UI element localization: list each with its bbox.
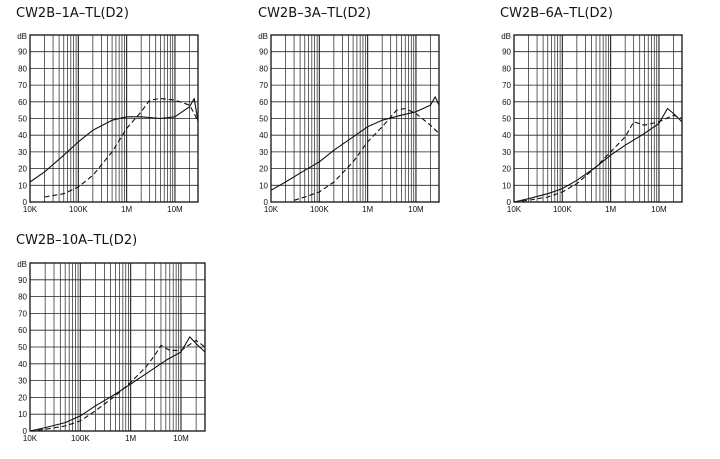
y-tick-label: 80 <box>259 64 268 73</box>
x-tick-label: 10M <box>173 434 189 443</box>
y-tick-label: 80 <box>18 64 27 73</box>
x-tick-label: 100K <box>71 434 90 443</box>
series-line-dashed <box>44 97 199 198</box>
y-tick-label: 30 <box>259 148 268 157</box>
y-tick-label: 50 <box>259 115 268 124</box>
x-tick-label: 1M <box>362 205 373 214</box>
y-tick-label: 60 <box>502 98 511 107</box>
chart-svg: 0 10 20 30 40 50 60 70 80 90 dB 10K 100K 1M 10M <box>501 32 683 214</box>
y-tick-label: 0 <box>264 198 269 207</box>
y-tick-label: 10 <box>18 410 27 419</box>
y-axis-label: dB <box>501 32 511 41</box>
plot-area: 0 10 20 30 40 50 60 70 80 90 dB 10K 100K 1M 10M <box>17 260 206 443</box>
chart-title: CW2B–6A–TL(D2) <box>500 6 613 21</box>
y-tick-label: 30 <box>502 148 511 157</box>
y-tick-label: 80 <box>502 64 511 73</box>
x-tick-label: 10K <box>23 434 38 443</box>
y-tick-label: 40 <box>18 131 27 140</box>
plot-area: 0 10 20 30 40 50 60 70 80 90 dB 10K 100K 1M 10M <box>501 32 683 214</box>
y-tick-label: 70 <box>18 81 27 90</box>
x-tick-label: 100K <box>310 205 329 214</box>
x-tick-label: 10M <box>167 205 183 214</box>
y-tick-label: 0 <box>23 427 28 436</box>
y-tick-label: 80 <box>18 293 27 302</box>
x-tick-label: 1M <box>121 205 132 214</box>
chart-svg: 0 10 20 30 40 50 60 70 80 90 dB 10K 100K 1M 10M <box>258 32 440 214</box>
plot-area: 0 10 20 30 40 50 60 70 80 90 dB 10K 100K 1M 10M <box>17 32 199 214</box>
chart-title: CW2B–3A–TL(D2) <box>258 6 371 21</box>
chart-svg: 0 10 20 30 40 50 60 70 80 90 dB 10K 100K 1M 10M <box>17 260 206 443</box>
y-tick-label: 20 <box>18 393 27 402</box>
y-tick-label: 30 <box>18 377 27 386</box>
y-tick-label: 40 <box>18 360 27 369</box>
plot-frame <box>29 262 206 432</box>
x-tick-label: 10K <box>23 205 38 214</box>
chart-svg: 0 10 20 30 40 50 60 70 80 90 dB 10K 100K 1M 10M <box>17 32 199 214</box>
x-tick-label: 1M <box>125 434 136 443</box>
y-axis-label: dB <box>17 260 27 269</box>
plot-area: 0 10 20 30 40 50 60 70 80 90 dB 10K 100K 1M 10M <box>258 32 440 214</box>
y-tick-label: 50 <box>502 115 511 124</box>
y-tick-label: 70 <box>259 81 268 90</box>
chart-title: CW2B–10A–TL(D2) <box>16 233 138 248</box>
y-tick-label: 70 <box>18 309 27 318</box>
y-tick-label: 0 <box>23 198 28 207</box>
x-tick-label: 10K <box>264 205 279 214</box>
y-tick-label: 10 <box>502 181 511 190</box>
y-axis-label: dB <box>17 32 27 41</box>
x-tick-label: 100K <box>553 205 572 214</box>
y-tick-label: 10 <box>18 181 27 190</box>
series-line-dashed <box>513 114 683 203</box>
x-tick-label: 10M <box>651 205 667 214</box>
series-line-solid <box>29 97 199 183</box>
y-tick-label: 20 <box>18 165 27 174</box>
y-axis-label: dB <box>258 32 268 41</box>
y-tick-label: 60 <box>259 98 268 107</box>
series-line-dashed <box>293 107 440 201</box>
y-tick-label: 70 <box>502 81 511 90</box>
x-tick-label: 100K <box>69 205 88 214</box>
series-line-solid <box>29 336 206 432</box>
y-tick-label: 50 <box>18 115 27 124</box>
y-tick-label: 60 <box>18 326 27 335</box>
series-line-solid <box>270 96 440 191</box>
y-tick-label: 0 <box>507 198 512 207</box>
y-tick-label: 60 <box>18 98 27 107</box>
chart-title: CW2B–1A–TL(D2) <box>16 6 129 21</box>
y-tick-label: 90 <box>502 48 511 57</box>
x-tick-label: 10M <box>408 205 424 214</box>
y-tick-label: 30 <box>18 148 27 157</box>
y-tick-label: 40 <box>502 131 511 140</box>
series-line-solid <box>513 107 683 203</box>
y-tick-label: 50 <box>18 343 27 352</box>
y-tick-label: 90 <box>18 48 27 57</box>
y-tick-label: 90 <box>259 48 268 57</box>
x-tick-label: 10K <box>507 205 522 214</box>
y-tick-label: 20 <box>259 165 268 174</box>
x-tick-label: 1M <box>605 205 616 214</box>
y-tick-label: 20 <box>502 165 511 174</box>
y-tick-label: 40 <box>259 131 268 140</box>
plot-frame <box>270 34 440 203</box>
y-tick-label: 10 <box>259 181 268 190</box>
y-tick-label: 90 <box>18 276 27 285</box>
